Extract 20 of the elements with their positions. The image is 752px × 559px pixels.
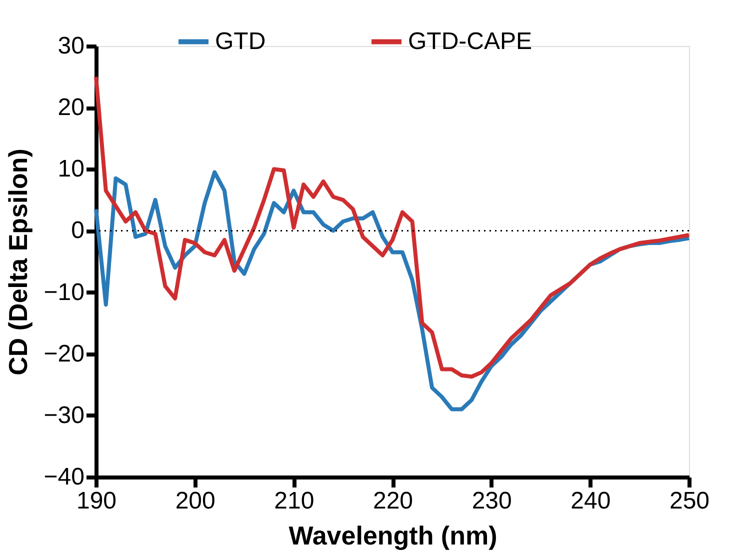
y-tick-label: 0 bbox=[71, 217, 84, 244]
y-axis-title: CD (Delta Epsilon) bbox=[2, 148, 33, 376]
x-tick-label: 220 bbox=[372, 488, 414, 514]
x-tick-label: 230 bbox=[472, 488, 512, 514]
x-tick-label: 250 bbox=[669, 488, 710, 514]
y-tick-label: −10 bbox=[44, 278, 84, 306]
y-tick-label: 20 bbox=[58, 94, 84, 122]
y-tick-label: −30 bbox=[44, 402, 84, 429]
x-axis-title: Wavelength (nm) bbox=[288, 520, 498, 550]
y-tick-label: −40 bbox=[44, 464, 84, 490]
line-series bbox=[94, 74, 691, 379]
x-tick-label: 190 bbox=[76, 488, 117, 514]
y-tick-label: 10 bbox=[58, 156, 84, 183]
x-tick-label: 240 bbox=[570, 488, 611, 514]
y-tick-label: 30 bbox=[58, 32, 84, 60]
legend-label: GTD-CAPE bbox=[408, 28, 532, 55]
y-tick-label: −20 bbox=[44, 340, 84, 368]
x-tick-label: 210 bbox=[274, 488, 314, 514]
x-tick-label: 200 bbox=[175, 488, 216, 514]
legend-label: GTD bbox=[215, 28, 266, 55]
